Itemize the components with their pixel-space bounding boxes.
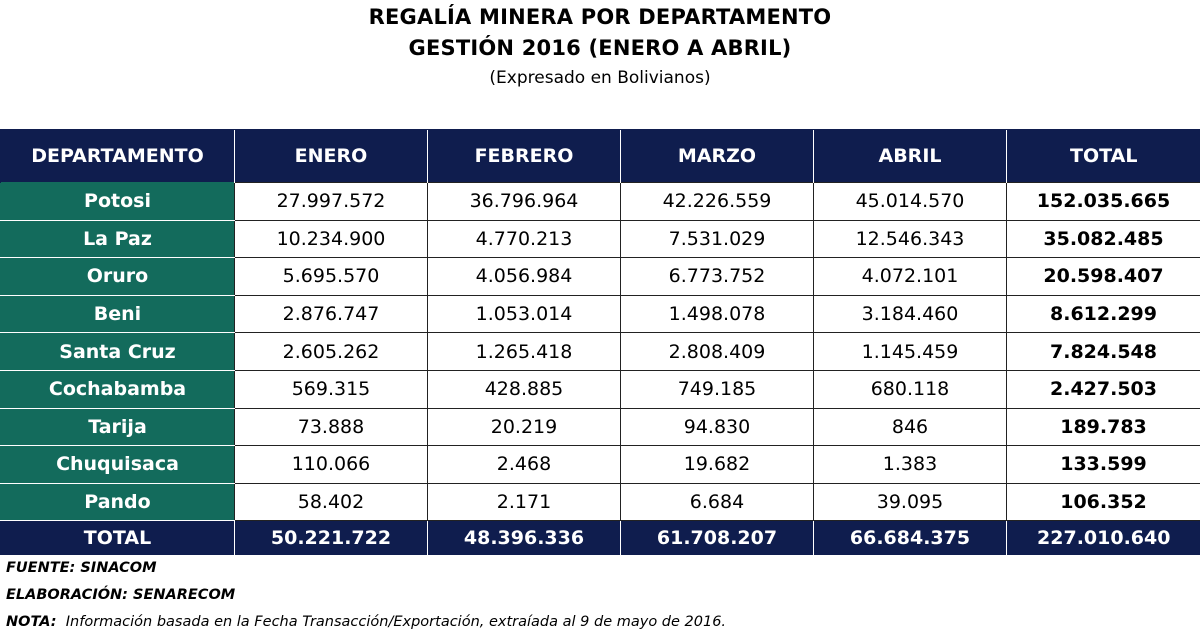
table-footer: TOTAL 50.221.722 48.396.336 61.708.207 6…: [0, 520, 1200, 555]
enero-cell: 2.876.747: [234, 294, 428, 334]
marzo-cell: 6.684: [620, 482, 814, 522]
column-header-departamento: DEPARTAMENTO: [0, 129, 235, 183]
column-header-enero: ENERO: [234, 129, 428, 183]
febrero-cell: 20.219: [427, 407, 621, 447]
row-total-cell: 152.035.665: [1006, 182, 1200, 221]
column-header-abril: ABRIL: [813, 129, 1007, 183]
febrero-cell: 428.885: [427, 369, 621, 409]
abril-cell: 39.095: [813, 482, 1007, 522]
marzo-cell: 94.830: [620, 407, 814, 447]
column-header-febrero: FEBRERO: [427, 129, 621, 183]
marzo-cell: 42.226.559: [620, 182, 814, 221]
total-abril: 66.684.375: [813, 520, 1007, 555]
table-row: Beni 2.876.747 1.053.014 1.498.078 3.184…: [0, 294, 1200, 334]
marzo-cell: 749.185: [620, 369, 814, 409]
table-row: La Paz 10.234.900 4.770.213 7.531.029 12…: [0, 219, 1200, 259]
department-cell: Chuquisaca: [0, 445, 235, 484]
febrero-cell: 2.171: [427, 482, 621, 522]
enero-cell: 110.066: [234, 445, 428, 484]
febrero-cell: 4.770.213: [427, 219, 621, 259]
marzo-cell: 19.682: [620, 445, 814, 484]
note-label: NOTA:: [6, 614, 57, 630]
row-total-cell: 2.427.503: [1006, 369, 1200, 409]
abril-cell: 45.014.570: [813, 182, 1007, 221]
row-total-cell: 133.599: [1006, 445, 1200, 484]
table-row: Santa Cruz 2.605.262 1.265.418 2.808.409…: [0, 332, 1200, 371]
department-cell: Santa Cruz: [0, 332, 235, 371]
enero-cell: 58.402: [234, 482, 428, 522]
column-header-total: TOTAL: [1006, 129, 1200, 183]
source-note: FUENTE: SINACOM: [6, 560, 157, 576]
department-cell: Oruro: [0, 257, 235, 296]
abril-cell: 680.118: [813, 369, 1007, 409]
row-total-cell: 20.598.407: [1006, 257, 1200, 296]
department-cell: La Paz: [0, 219, 235, 259]
department-cell: Beni: [0, 294, 235, 334]
enero-cell: 569.315: [234, 369, 428, 409]
enero-cell: 27.997.572: [234, 182, 428, 221]
row-total-cell: 35.082.485: [1006, 219, 1200, 259]
enero-cell: 10.234.900: [234, 219, 428, 259]
row-total-cell: 189.783: [1006, 407, 1200, 447]
report-header: REGALÍA MINERA POR DEPARTAMENTO GESTIÓN …: [0, 0, 1200, 90]
total-marzo: 61.708.207: [620, 520, 814, 555]
table-header: DEPARTAMENTO ENERO FEBRERO MARZO ABRIL T…: [0, 129, 1200, 183]
totals-row: TOTAL 50.221.722 48.396.336 61.708.207 6…: [0, 520, 1200, 555]
total-febrero: 48.396.336: [427, 520, 621, 555]
column-header-marzo: MARZO: [620, 129, 814, 183]
febrero-cell: 1.053.014: [427, 294, 621, 334]
marzo-cell: 1.498.078: [620, 294, 814, 334]
table-row: Tarija 73.888 20.219 94.830 846 189.783: [0, 407, 1200, 447]
abril-cell: 1.383: [813, 445, 1007, 484]
data-note: NOTA: Información basada en la Fecha Tra…: [6, 609, 726, 631]
abril-cell: 4.072.101: [813, 257, 1007, 296]
abril-cell: 3.184.460: [813, 294, 1007, 334]
row-total-cell: 8.612.299: [1006, 294, 1200, 334]
report-period-title: GESTIÓN 2016 (ENERO A ABRIL): [408, 36, 792, 60]
marzo-cell: 7.531.029: [620, 219, 814, 259]
grand-total: 227.010.640: [1006, 520, 1200, 555]
elaboration-note: ELABORACIÓN: SENARECOM: [6, 587, 236, 603]
enero-cell: 73.888: [234, 407, 428, 447]
department-cell: Tarija: [0, 407, 235, 447]
note-text: Información basada en la Fecha Transacci…: [65, 614, 727, 630]
footnotes: FUENTE: SINACOM ELABORACIÓN: SENARECOM N…: [6, 555, 726, 631]
marzo-cell: 2.808.409: [620, 332, 814, 371]
abril-cell: 12.546.343: [813, 219, 1007, 259]
table-row: Chuquisaca 110.066 2.468 19.682 1.383 13…: [0, 445, 1200, 484]
table-row: Cochabamba 569.315 428.885 749.185 680.1…: [0, 369, 1200, 409]
table-row: Oruro 5.695.570 4.056.984 6.773.752 4.07…: [0, 257, 1200, 296]
department-cell: Potosi: [0, 182, 235, 221]
table-body: Potosi 27.997.572 36.796.964 42.226.559 …: [0, 182, 1200, 522]
enero-cell: 2.605.262: [234, 332, 428, 371]
table-row: Potosi 27.997.572 36.796.964 42.226.559 …: [0, 182, 1200, 221]
table-row: Pando 58.402 2.171 6.684 39.095 106.352: [0, 482, 1200, 522]
row-total-cell: 106.352: [1006, 482, 1200, 522]
report-title: REGALÍA MINERA POR DEPARTAMENTO: [368, 5, 832, 29]
department-cell: Cochabamba: [0, 369, 235, 409]
febrero-cell: 36.796.964: [427, 182, 621, 221]
department-cell: Pando: [0, 482, 235, 522]
totals-label: TOTAL: [0, 520, 235, 555]
header-row: DEPARTAMENTO ENERO FEBRERO MARZO ABRIL T…: [0, 129, 1200, 183]
febrero-cell: 2.468: [427, 445, 621, 484]
febrero-cell: 1.265.418: [427, 332, 621, 371]
abril-cell: 846: [813, 407, 1007, 447]
marzo-cell: 6.773.752: [620, 257, 814, 296]
row-total-cell: 7.824.548: [1006, 332, 1200, 371]
enero-cell: 5.695.570: [234, 257, 428, 296]
report-subtitle: (Expresado en Bolivianos): [489, 68, 711, 88]
febrero-cell: 4.056.984: [427, 257, 621, 296]
abril-cell: 1.145.459: [813, 332, 1007, 371]
total-enero: 50.221.722: [234, 520, 428, 555]
royalty-table: DEPARTAMENTO ENERO FEBRERO MARZO ABRIL T…: [0, 129, 1200, 555]
